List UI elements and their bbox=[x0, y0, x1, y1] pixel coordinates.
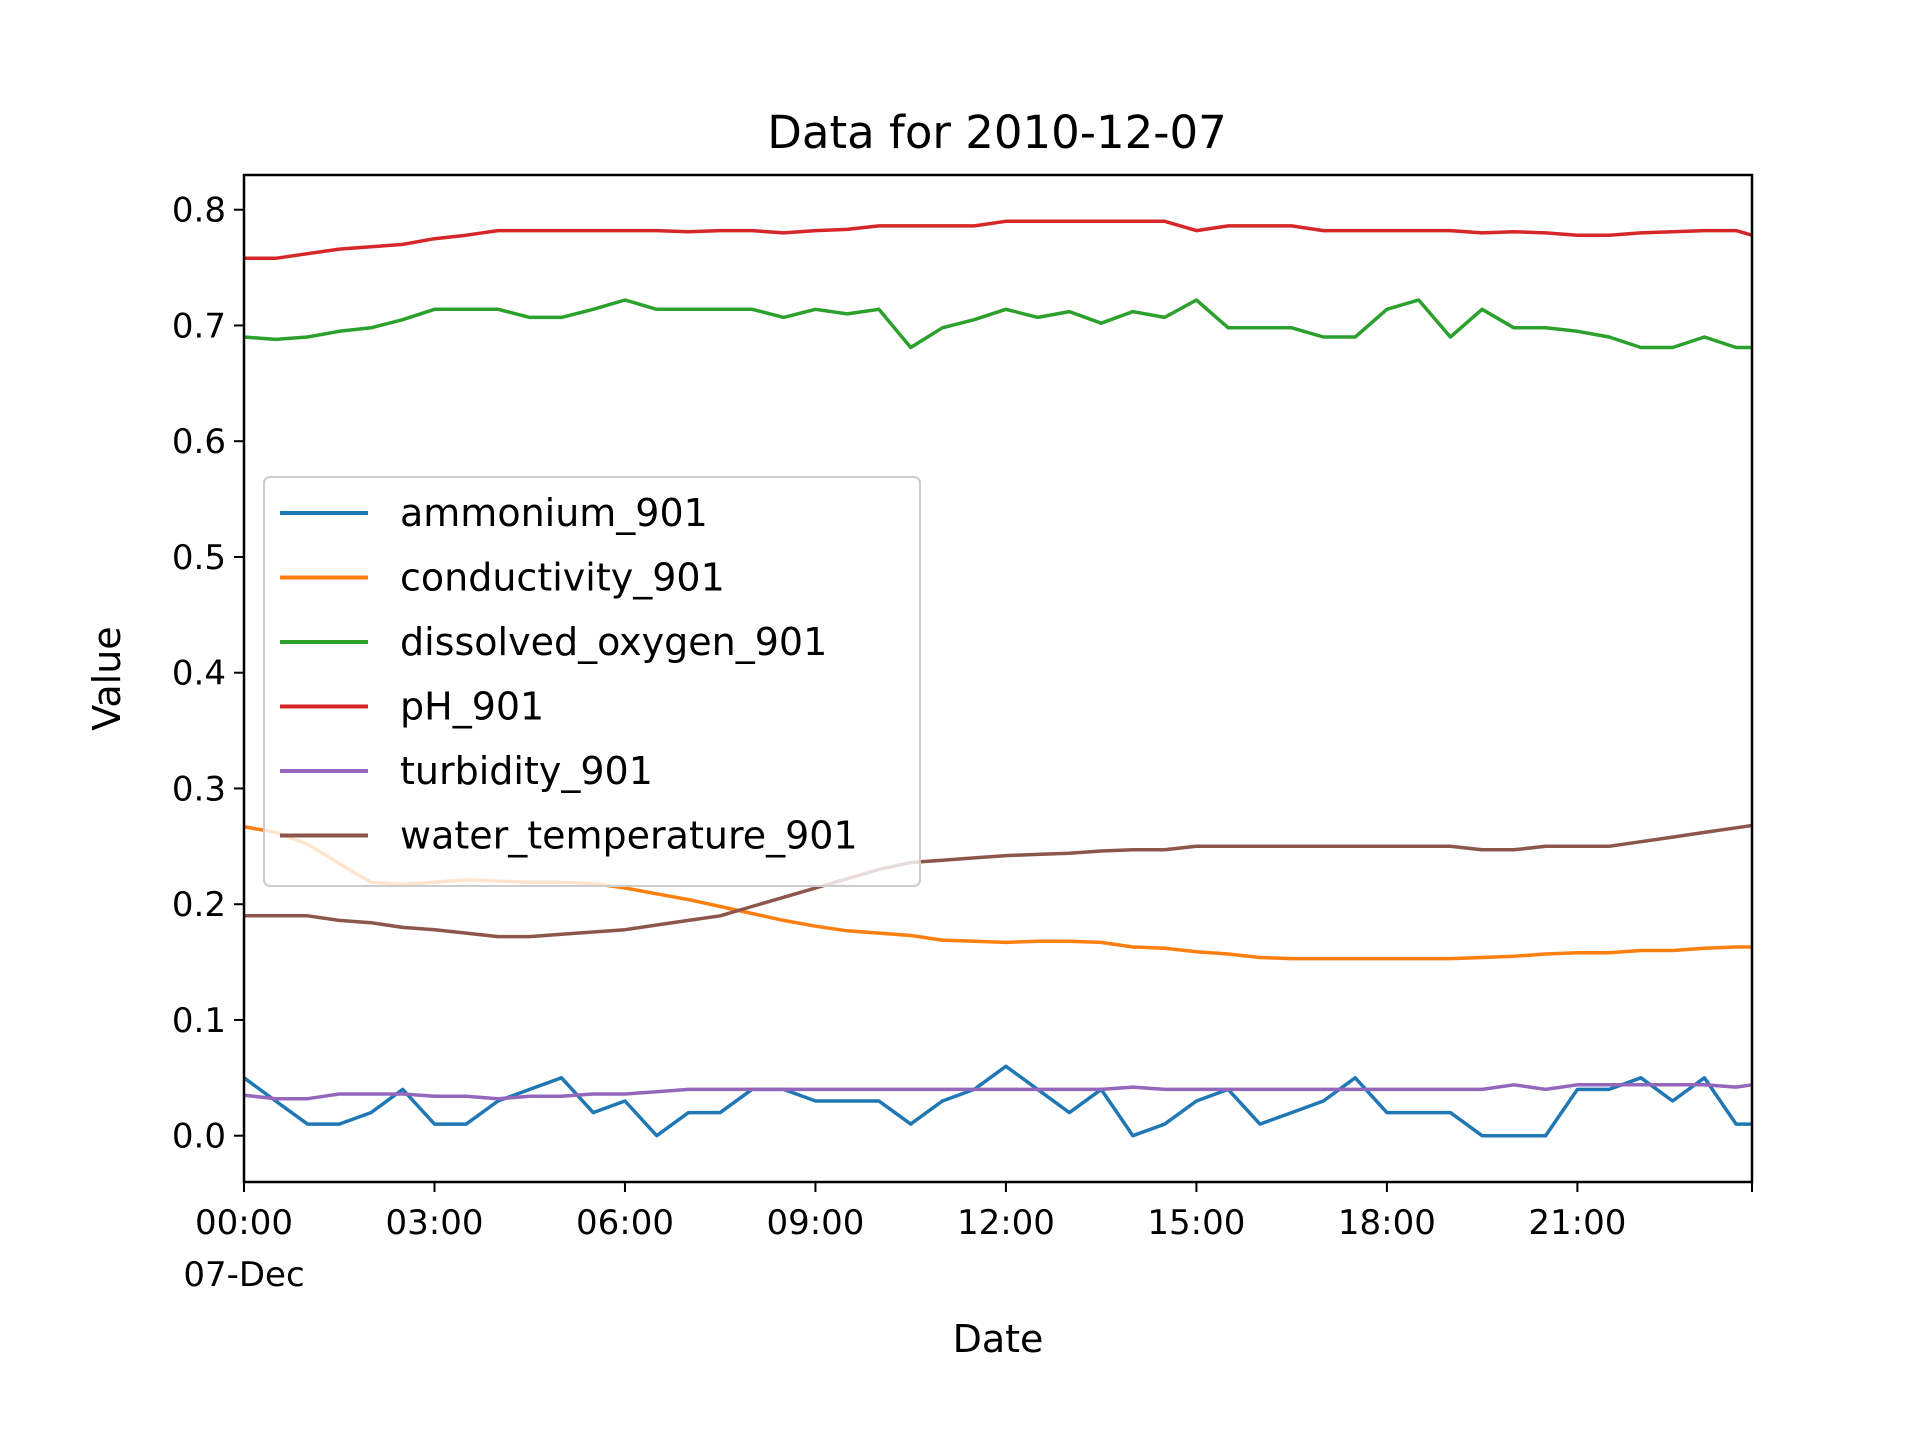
x-tick-label: 00:00 bbox=[195, 1203, 293, 1243]
series-line-dissolved_oxygen_901 bbox=[243, 298, 1752, 350]
legend-item: turbidity_901 bbox=[280, 749, 653, 793]
y-tick-label: 0.7 bbox=[172, 306, 226, 346]
series-line-pH_901 bbox=[244, 219, 1753, 261]
plot-frame bbox=[242, 173, 1754, 1184]
y-tick-label: 0.6 bbox=[172, 422, 226, 462]
y-axis-title: Value bbox=[85, 626, 129, 730]
chart-title: Data for 2010-12-07 bbox=[767, 106, 1226, 159]
y-tick-label: 0.8 bbox=[172, 191, 226, 231]
y-tick-label: 0.2 bbox=[172, 885, 226, 925]
x-tick-label: 18:00 bbox=[1338, 1203, 1436, 1243]
y-tick-label: 0.4 bbox=[172, 654, 226, 694]
legend-label: dissolved_oxygen_901 bbox=[400, 620, 827, 664]
legend-box bbox=[263, 476, 921, 887]
x-tick-label: 21:00 bbox=[1528, 1203, 1626, 1243]
legend-item: pH_901 bbox=[280, 685, 544, 729]
x-tick-sublabel: 07-Dec bbox=[183, 1255, 304, 1295]
x-tick-label: 03:00 bbox=[385, 1203, 483, 1243]
x-axis-ticks: 00:00 07-Dec 03:00 06:00 09:00 12:00 15:00 18:0… bbox=[183, 1182, 1753, 1295]
legend-item: conductivity_901 bbox=[280, 556, 725, 600]
y-tick-label: 0.5 bbox=[172, 538, 226, 578]
legend-label: ammonium_901 bbox=[400, 491, 708, 535]
legend-label: turbidity_901 bbox=[400, 749, 653, 793]
legend-item: ammonium_901 bbox=[280, 491, 708, 535]
legend-item: water_temperature_901 bbox=[280, 814, 858, 858]
x-tick-label: 09:00 bbox=[766, 1203, 864, 1243]
legend-label: water_temperature_901 bbox=[400, 814, 858, 858]
x-tick-label: 15:00 bbox=[1147, 1203, 1245, 1243]
legend-item: dissolved_oxygen_901 bbox=[280, 620, 827, 664]
legend-label: conductivity_901 bbox=[400, 556, 725, 600]
series-line-water_temperature_901 bbox=[244, 823, 1753, 939]
series-line-ammonium_901 bbox=[242, 1064, 1752, 1138]
y-tick-label: 0.3 bbox=[172, 769, 226, 809]
legend: ammonium_901 conductivity_901 dissolved_ox… bbox=[263, 476, 921, 887]
x-axis-title: Date bbox=[953, 1317, 1044, 1361]
y-tick-label: 0.1 bbox=[172, 1001, 226, 1041]
y-tick-label: 0.0 bbox=[172, 1117, 226, 1157]
series-line-turbidity_901 bbox=[243, 1083, 1753, 1101]
y-axis-ticks: 0.0 0.1 0.2 0.3 0.4 0.5 0.6 0.7 0.8 bbox=[172, 191, 244, 1157]
x-tick-label: 12:00 bbox=[957, 1203, 1055, 1243]
legend-label: pH_901 bbox=[400, 685, 544, 729]
x-tick-label: 06:00 bbox=[576, 1203, 674, 1243]
